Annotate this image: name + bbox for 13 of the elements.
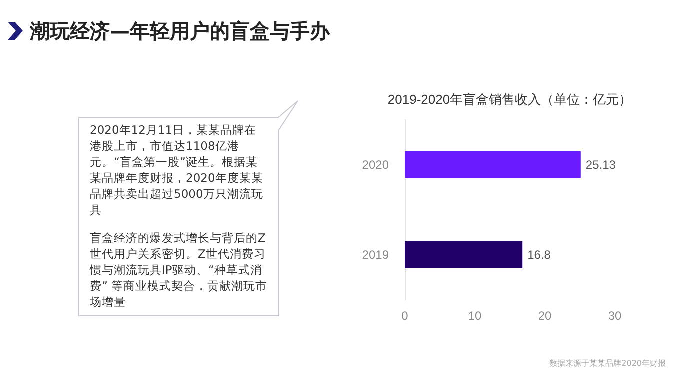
y-tick-label: 2020: [362, 158, 390, 172]
text: 潮玩经济—年轻用户的盲盒与手办: [30, 18, 330, 45]
text: 2020年12月11日，某某品牌在港股上市，市值达1108亿港元。“盲盒第一股”诞生。根据某某品牌年度财报，2020年度某某品牌共卖出超过5000万只潮流玩具: [90, 122, 264, 218]
data-label: 16.8: [528, 248, 552, 262]
x-tick-label: 30: [608, 309, 622, 323]
text: 数据来源于某某品牌2020年财报: [550, 358, 666, 369]
data-label: 25.13: [586, 158, 616, 172]
x-tick-label: 20: [538, 309, 552, 323]
chart-title: 2019-2020年盲盒销售收入（单位：亿元）: [388, 92, 632, 107]
y-tick-label: 2019: [362, 248, 390, 262]
x-tick-label: 10: [468, 309, 482, 323]
text: 盲盒经济的爆发式增长与背后的Z世代用户关系密切。Z世代消费习惯与潮流玩具IP驱动、“种草式消费” 等商业模式契合，贡献潮玩市场增量: [90, 230, 268, 310]
x-tick-label: 0: [402, 309, 409, 323]
